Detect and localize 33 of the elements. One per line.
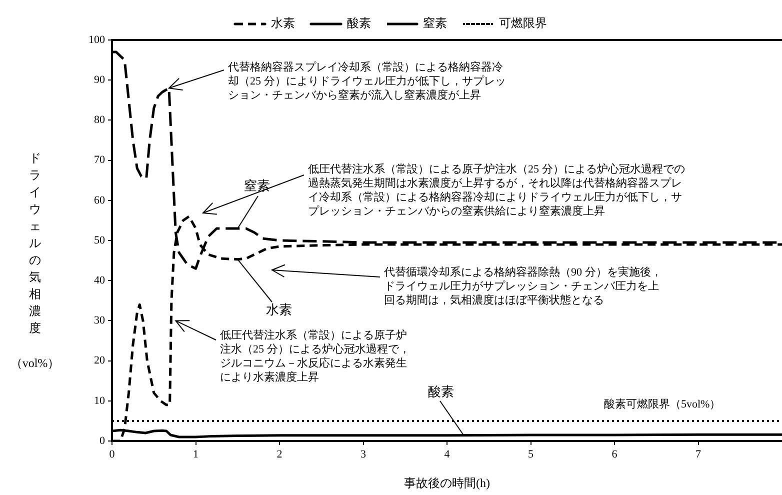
annotation: 低圧代替注水系（常設）による原子炉注水（25 分）による炉心冠水過程で，ジルコニウム－水反応による水素発生により水素濃度上昇 (220, 328, 410, 384)
x-tick-label: 3 (360, 448, 366, 460)
y-tick-label: 70 (94, 154, 106, 166)
annotation: 代替循環冷却系による格納容器除熱（90 分）を実施後，ドライウェル圧力がサプレッション・チェンバ圧力を上回る期間は，気相濃度はほぼ平衡状態となる (383, 265, 662, 306)
y-tick-label: 20 (94, 354, 106, 367)
y-tick-label: 60 (94, 194, 106, 206)
y-tick-label: 40 (94, 274, 106, 286)
x-tick-label: 2 (276, 448, 282, 460)
legend-label: 水素 (271, 16, 295, 30)
legend-label: 酸素 (347, 16, 371, 30)
annotation: 代替格納容器スプレイ冷却系（常設）による格納容器冷却（25 分）によりドライウェル圧力が低下し，サプレッション・チェンバから窒素が流入し窒素濃度が上昇 (227, 60, 506, 102)
text: ドライウェルの気相濃度（vol%） (10, 151, 60, 370)
y-tick-label: 30 (94, 314, 106, 327)
y-tick-label: 90 (94, 74, 106, 86)
x-tick-label: 1 (193, 448, 198, 460)
legend-label: 可燃限界 (499, 16, 547, 30)
x-axis-title: 事故後の時間(h) (404, 476, 490, 490)
y-tick-label: 100 (88, 34, 106, 46)
y-tick-label: 80 (94, 114, 106, 126)
legend-label: 窒素 (423, 16, 447, 30)
x-tick-label: 6 (612, 448, 618, 460)
y-tick-label: 10 (94, 394, 106, 407)
x-tick-label: 4 (444, 448, 450, 460)
y-tick-label: 50 (94, 234, 106, 246)
annotation: 窒素 (244, 178, 270, 193)
annotation: 水素 (266, 302, 292, 317)
x-tick-label: 0 (109, 448, 116, 460)
x-tick-label: 7 (696, 448, 702, 460)
annotation: 低圧代替注水系（常設）による原子炉注水（25 分）による炉心冠水過程での過熱蒸気発生期間は水素濃度が上昇するが，それ以降は代替格納容器スプレイ冷却系（常設）による格納容器冷却によりドライウェル圧力が低下し，サプレッション・チェンバからの窒素供給により窒素濃度上昇 (308, 162, 685, 218)
annotation: 酸素可燃限界（5vol%） (604, 397, 721, 410)
annotation: 酸素 (428, 384, 454, 399)
x-tick-label: 5 (528, 448, 534, 460)
y-tick-label: 0 (100, 434, 106, 447)
